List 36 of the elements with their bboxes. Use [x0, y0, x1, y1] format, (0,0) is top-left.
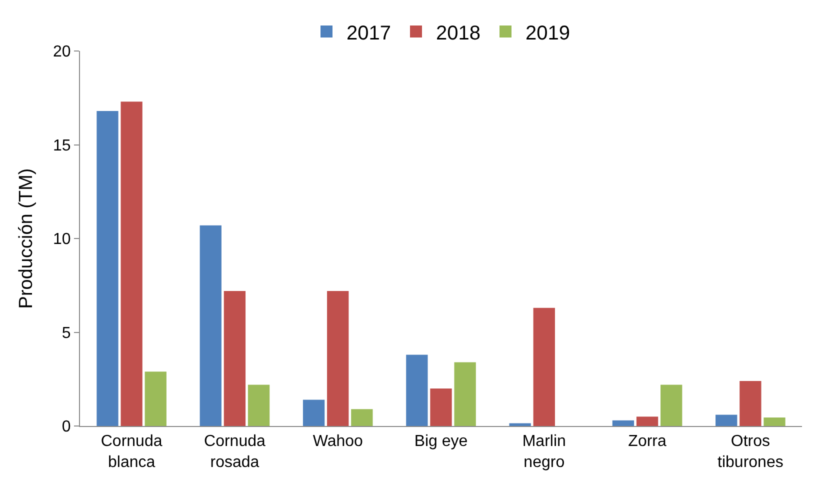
- x-tick-label: Zorra: [628, 433, 666, 450]
- bar: [224, 291, 246, 426]
- legend-label: 2018: [436, 22, 480, 44]
- bar: [96, 111, 118, 426]
- y-tick-label: 5: [62, 324, 71, 342]
- bar: [302, 400, 325, 426]
- bar: [248, 384, 270, 426]
- bar: [120, 102, 142, 426]
- x-tick-label: Otros tiburones: [718, 433, 784, 471]
- y-tick-label: 20: [53, 44, 71, 61]
- bar: [612, 420, 634, 426]
- y-tick-label: 15: [53, 137, 71, 154]
- x-tick-label: Cornuda rosada: [204, 433, 266, 471]
- y-axis-title: Producción (TM): [16, 168, 37, 309]
- bar: [660, 384, 682, 426]
- x-tick-label: Marlin negro: [522, 433, 566, 471]
- legend-label: 2019: [526, 22, 570, 44]
- bar: [740, 381, 762, 426]
- bar: [144, 372, 166, 426]
- bar: [454, 362, 476, 426]
- x-tick-label: Big eye: [414, 433, 468, 450]
- x-tick-label: Wahoo: [312, 433, 364, 450]
- bar: [351, 409, 373, 426]
- y-tick-label: 10: [53, 231, 71, 248]
- bar: [764, 418, 786, 426]
- bar: [533, 308, 555, 426]
- bar: [406, 354, 428, 426]
- bar: [509, 423, 531, 426]
- legend-label: 2017: [346, 22, 391, 44]
- y-tick-label: 0: [62, 418, 71, 436]
- bar: [430, 388, 452, 426]
- bar: [636, 416, 658, 426]
- bar: [327, 291, 349, 426]
- bar: [200, 225, 222, 426]
- bar: [716, 414, 738, 426]
- x-tick-label: Cornuda blanca: [100, 433, 162, 471]
